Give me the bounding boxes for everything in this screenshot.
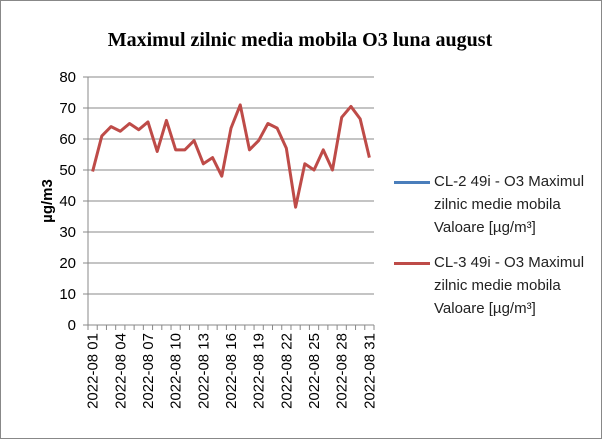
x-tick-label: 2022-08 07	[140, 333, 157, 409]
y-tick-label: 60	[59, 131, 76, 148]
legend-entry: CL-2 49i - O3 Maximul zilnic medie mobil…	[394, 170, 594, 239]
legend-label: CL-2 49i - O3 Maximul zilnic medie mobil…	[434, 173, 585, 236]
series-line	[91, 103, 371, 209]
legend-swatch	[394, 262, 430, 265]
x-tick-label: 2022-08 16	[223, 333, 240, 409]
y-tick-label: 0	[68, 317, 76, 334]
x-tick-label: 2022-08 22	[278, 333, 295, 409]
legend: CL-2 49i - O3 Maximul zilnic medie mobil…	[394, 170, 594, 332]
x-tick-label: 2022-08 01	[85, 333, 102, 409]
y-tick-label: 50	[59, 162, 76, 179]
y-tick-label: 40	[59, 193, 76, 210]
x-tick-label: 2022-08 28	[334, 333, 351, 409]
y-tick-label: 10	[59, 286, 76, 303]
y-tick-label: 70	[59, 100, 76, 117]
x-tick-label: 2022-08 13	[195, 333, 212, 409]
legend-swatch	[394, 181, 430, 184]
x-tick-label: 2022-08 19	[251, 333, 268, 409]
chart-title: Maximul zilnic media mobila O3 luna augu…	[108, 29, 493, 51]
x-tick-label: 2022-08 10	[168, 333, 185, 409]
y-tick-label: 20	[59, 255, 76, 272]
x-tick-label: 2022-08 04	[112, 333, 129, 409]
y-tick-label: 80	[59, 69, 76, 86]
y-tick-label: 30	[59, 224, 76, 241]
x-tick-label: 2022-08 31	[361, 333, 378, 409]
y-axis-title: µg/m3	[39, 179, 56, 223]
legend-entry: CL-3 49i - O3 Maximul zilnic medie mobil…	[394, 251, 594, 320]
x-tick-label: 2022-08 25	[306, 333, 323, 409]
legend-label: CL-3 49i - O3 Maximul zilnic medie mobil…	[434, 254, 585, 317]
